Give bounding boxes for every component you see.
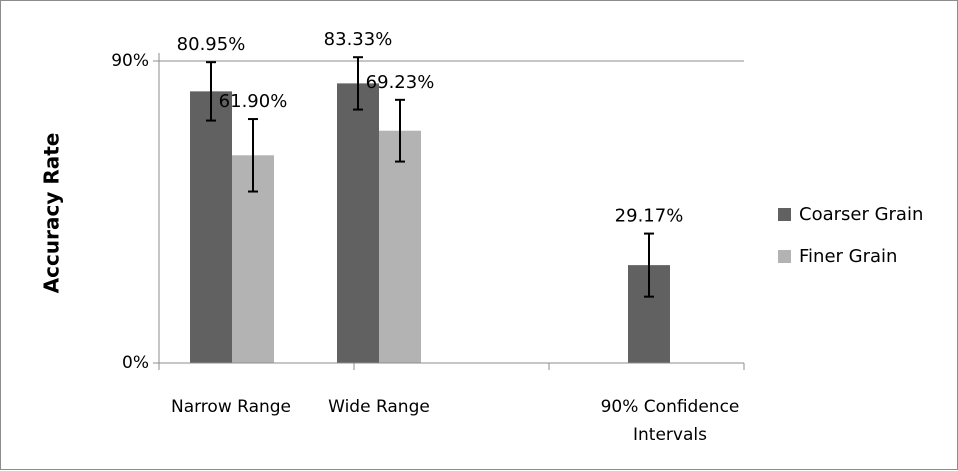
bar-coarser-grain-1 (337, 83, 379, 363)
x-category-label-2-line-0: 90% Confidence (601, 397, 740, 417)
x-category-label-2-line-1: Intervals (633, 425, 707, 445)
data-label-1-0: 61.90% (219, 91, 288, 112)
axis-layer (153, 53, 745, 370)
legend-label-0: Coarser Grain (799, 204, 923, 225)
bar-finer-grain-1 (379, 130, 421, 363)
data-label-1-1: 69.23% (366, 72, 435, 93)
y-tick-label-1: 90% (111, 51, 149, 71)
y-axis-title: Accuracy Rate (40, 133, 64, 294)
legend-swatch-0 (778, 208, 791, 221)
error-bars-layer (206, 56, 654, 298)
bar-coarser-grain-0 (190, 91, 232, 364)
x-category-label-0: Narrow Range (171, 397, 291, 417)
legend-label-1: Finer Grain (799, 246, 897, 267)
x-category-label-1: Wide Range (328, 397, 430, 417)
y-tick-label-0: 0% (122, 353, 149, 373)
legend-swatch-1 (778, 250, 791, 263)
data-label-0-2: 29.17% (615, 206, 684, 227)
data-label-0-0: 80.95% (177, 34, 246, 55)
labels-layer: 0% 90% Narrow Range Wide Range 90% Confidenc… (111, 29, 739, 445)
bars-layer (190, 83, 670, 364)
legend: Coarser Grain Finer Grain (778, 204, 923, 267)
data-label-0-1: 83.33% (324, 29, 393, 50)
